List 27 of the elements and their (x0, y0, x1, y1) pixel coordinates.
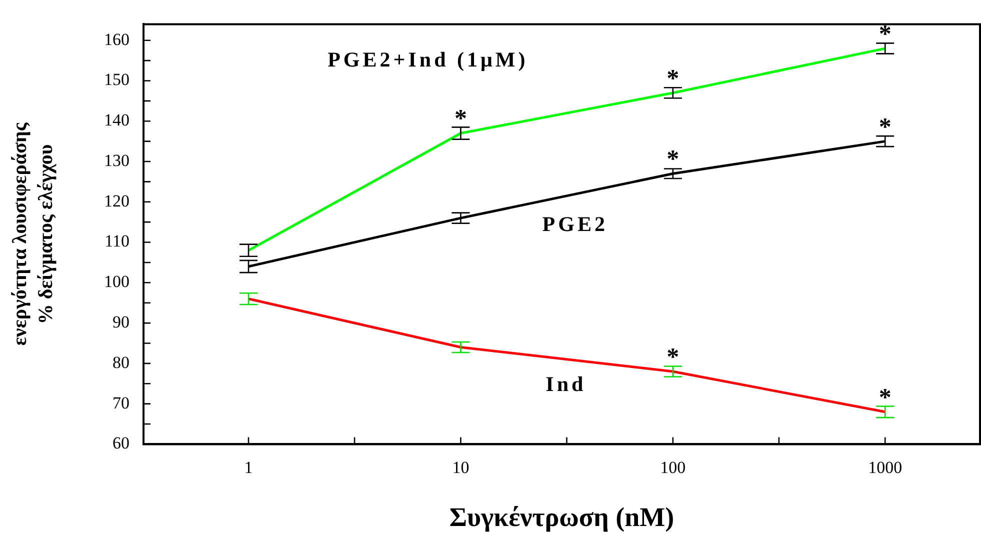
series-label: PGE2 (542, 212, 608, 236)
y-tick-label: 110 (104, 232, 130, 251)
x-tick-label: 10 (452, 458, 470, 477)
y-axis-title: ενεργότητα λουσιφεράσης % δείγματος ελέγχου (9, 122, 58, 346)
y-tick-label: 130 (104, 150, 130, 170)
x-tick-label: 100 (660, 458, 686, 477)
y-tick-label: 80 (112, 352, 130, 372)
annotation: * (666, 146, 680, 174)
y-tick-label: 70 (112, 393, 130, 412)
y-tick-label: 140 (104, 110, 130, 130)
y-tick-label: 100 (104, 272, 130, 292)
y-tick-label: 160 (104, 30, 130, 49)
annotation: * (666, 344, 680, 371)
annotation: * (878, 20, 892, 48)
series-label: Ind (546, 372, 586, 396)
text: PGE2+Ind (1μM) (328, 48, 528, 72)
annotation: * (454, 106, 467, 133)
y-tick-label: 60 (112, 434, 130, 453)
x-tick-label: 1 (244, 458, 253, 477)
y-tick-label: 120 (104, 191, 130, 210)
annotation: * (878, 114, 892, 141)
y-tick-label: 90 (112, 312, 130, 332)
annotation: * (878, 384, 892, 412)
x-axis-title: Συγκέντρωση (nM) (449, 502, 674, 532)
annotation: * (666, 65, 680, 92)
x-tick-label: 1000 (868, 458, 902, 477)
y-tick-label: 150 (104, 70, 130, 90)
